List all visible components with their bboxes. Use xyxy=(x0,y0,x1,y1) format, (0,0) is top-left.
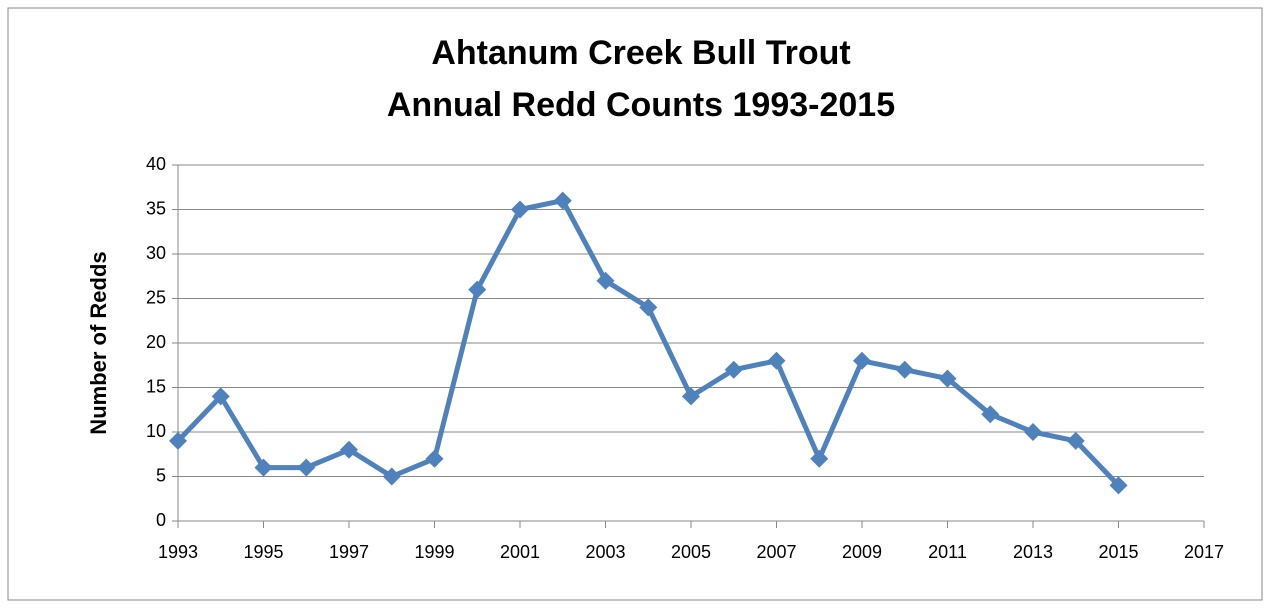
x-tick-label: 2009 xyxy=(842,542,882,562)
data-marker xyxy=(596,271,615,290)
y-tick-label: 0 xyxy=(156,510,166,530)
data-marker xyxy=(468,280,487,299)
data-marker xyxy=(938,369,957,388)
y-tick-label: 20 xyxy=(146,332,166,352)
x-tick-label: 1995 xyxy=(243,542,283,562)
x-tick-label: 2017 xyxy=(1184,542,1224,562)
x-tick-label: 2007 xyxy=(756,542,796,562)
data-marker xyxy=(211,387,230,406)
data-marker xyxy=(639,298,658,317)
data-marker xyxy=(724,360,743,379)
chart-title: Annual Redd Counts 1993-2015 xyxy=(387,86,895,124)
data-marker xyxy=(297,458,316,477)
y-tick-label: 15 xyxy=(146,376,166,396)
x-tick-label: 2003 xyxy=(585,542,625,562)
data-marker xyxy=(810,449,829,468)
data-marker xyxy=(169,431,187,450)
data-marker xyxy=(1109,476,1128,495)
y-tick-label: 5 xyxy=(156,465,166,485)
data-marker xyxy=(1066,431,1085,450)
x-tick-label: 2001 xyxy=(500,542,540,562)
y-tick-label: 30 xyxy=(146,243,166,263)
x-tick-label: 2011 xyxy=(928,542,967,562)
x-tick-label: 2015 xyxy=(1098,542,1138,562)
x-tick-label: 2005 xyxy=(671,542,711,562)
x-tick-label: 1997 xyxy=(329,542,369,562)
x-tick-label: 2013 xyxy=(1013,542,1053,562)
data-marker xyxy=(425,449,444,468)
x-tick-label: 1993 xyxy=(158,542,198,562)
data-marker xyxy=(1024,423,1042,441)
x-tick-label: 1999 xyxy=(414,542,454,562)
y-tick-label: 40 xyxy=(146,154,166,174)
data-marker xyxy=(511,200,529,219)
data-marker xyxy=(767,351,786,370)
data-marker xyxy=(254,458,273,477)
chart-title: Ahtanum Creek Bull Trout xyxy=(431,34,850,72)
data-marker xyxy=(981,405,1000,424)
data-marker xyxy=(895,360,914,379)
data-marker xyxy=(553,191,572,210)
data-marker xyxy=(853,351,871,370)
data-marker xyxy=(682,387,700,406)
chart-frame xyxy=(7,7,1263,601)
data-marker xyxy=(382,467,401,486)
y-tick-label: 35 xyxy=(146,198,166,218)
y-tick-label: 25 xyxy=(146,287,166,307)
data-marker xyxy=(340,440,358,459)
y-tick-label: 10 xyxy=(146,421,166,441)
y-axis-label: Number of Redds xyxy=(86,251,111,434)
